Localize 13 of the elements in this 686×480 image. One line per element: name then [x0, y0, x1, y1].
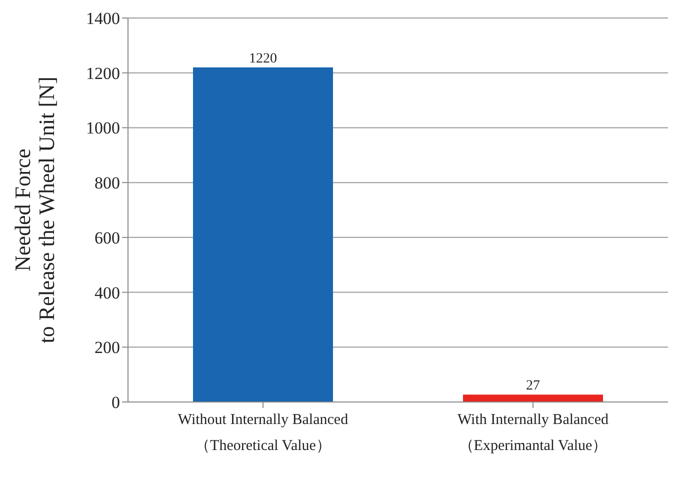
y-tick-label: 1200 — [86, 64, 120, 83]
y-tick-label: 1000 — [86, 118, 120, 138]
x-tick-label: Without Internally Balanced （Theoretical Value） — [178, 412, 349, 454]
x-tick-label: With Internally Balanced （Experimantal Value） — [457, 412, 609, 454]
data-label: 27 — [526, 378, 540, 394]
y-tick-label: 400 — [94, 283, 120, 302]
y-tick-label: 1400 — [86, 9, 120, 28]
y-tick-label: 800 — [94, 174, 120, 193]
y-tick-label: 600 — [94, 228, 120, 248]
y-axis-title: Needed Force to Release the Wheel Unit [N] — [10, 76, 59, 344]
y-tick-label: 200 — [94, 338, 120, 358]
data-label: 1220 — [249, 51, 277, 66]
y-tick-label: 0 — [112, 393, 120, 412]
